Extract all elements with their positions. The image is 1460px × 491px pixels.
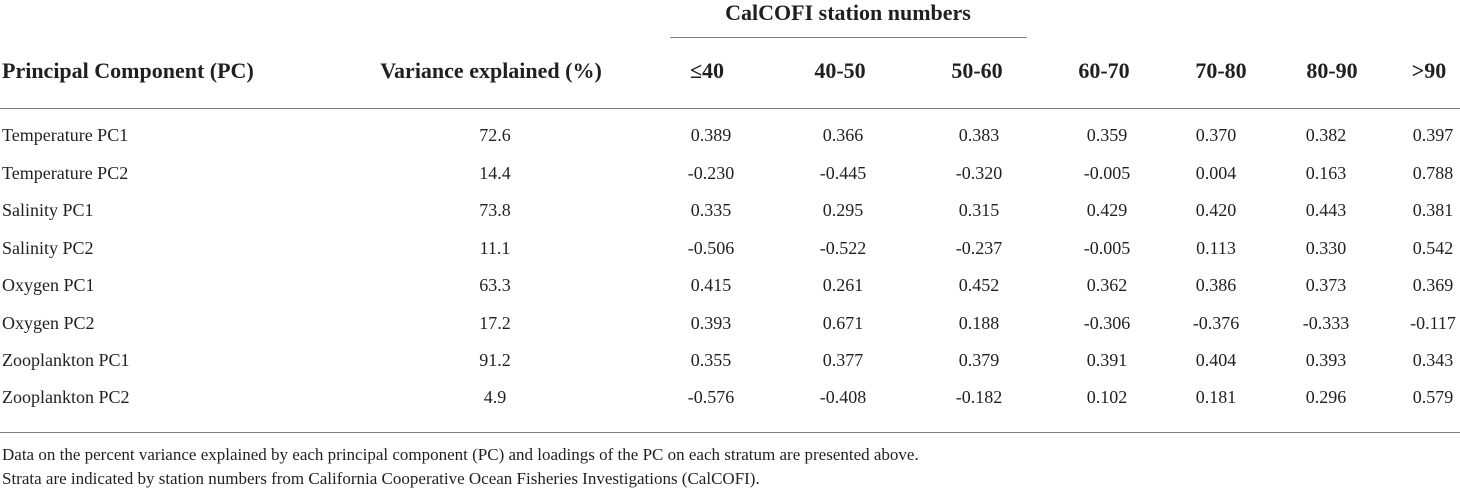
- cell-70-80: 0.004: [1195, 163, 1237, 183]
- cell-pc-name: Zooplankton PC1: [2, 350, 130, 370]
- cell-variance: 91.2: [479, 350, 511, 370]
- cell-60-70: -0.005: [1083, 163, 1131, 183]
- cell-40-50: 0.261: [822, 275, 864, 295]
- cell-50-60: 0.315: [958, 200, 1000, 220]
- footnote-2: Strata are indicated by station numbers …: [2, 469, 760, 488]
- cell-pc-name: Salinity PC1: [2, 200, 94, 220]
- cell-variance: 14.4: [479, 163, 511, 183]
- cell-gt90: 0.381: [1412, 200, 1454, 220]
- cell-le40: -0.576: [687, 387, 735, 407]
- cell-variance: 11.1: [479, 238, 511, 258]
- column-header-le40: ≤40: [689, 58, 725, 83]
- cell-variance: 4.9: [483, 387, 507, 407]
- cell-40-50: 0.671: [822, 313, 864, 333]
- cell-80-90: 0.330: [1305, 238, 1347, 258]
- cell-60-70: 0.102: [1086, 387, 1128, 407]
- cell-70-80: -0.376: [1192, 313, 1240, 333]
- cell-gt90: 0.579: [1412, 387, 1454, 407]
- cell-70-80: 0.420: [1195, 200, 1237, 220]
- cell-80-90: 0.373: [1305, 275, 1347, 295]
- cell-gt90: 0.788: [1412, 163, 1454, 183]
- cell-40-50: -0.408: [819, 387, 867, 407]
- cell-pc-name: Salinity PC2: [2, 238, 94, 258]
- cell-pc-name: Oxygen PC2: [2, 313, 95, 333]
- cell-40-50: -0.445: [819, 163, 867, 183]
- cell-variance: 63.3: [479, 275, 511, 295]
- column-header-gt90: >90: [1411, 58, 1447, 83]
- cell-70-80: 0.404: [1195, 350, 1237, 370]
- cell-50-60: -0.182: [955, 387, 1003, 407]
- cell-gt90: 0.542: [1412, 238, 1454, 258]
- group-header-rule: [670, 37, 1027, 38]
- cell-le40: 0.415: [690, 275, 732, 295]
- table-bottom-rule: [0, 432, 1460, 433]
- cell-80-90: 0.163: [1305, 163, 1347, 183]
- cell-80-90: 0.393: [1305, 350, 1347, 370]
- cell-le40: -0.506: [687, 238, 735, 258]
- cell-gt90: 0.343: [1412, 350, 1454, 370]
- cell-variance: 17.2: [479, 313, 511, 333]
- cell-gt90: -0.117: [1410, 313, 1456, 333]
- cell-pc-name: Zooplankton PC2: [2, 387, 130, 407]
- cell-50-60: 0.188: [958, 313, 1000, 333]
- group-header: CalCOFI station numbers: [725, 0, 971, 25]
- cell-80-90: 0.382: [1305, 125, 1347, 145]
- cell-pc-name: Temperature PC2: [2, 163, 129, 183]
- cell-variance: 72.6: [479, 125, 511, 145]
- cell-gt90: 0.369: [1412, 275, 1454, 295]
- column-header-50-60: 50-60: [951, 58, 1003, 83]
- cell-pc-name: Temperature PC1: [2, 125, 129, 145]
- cell-70-80: 0.370: [1195, 125, 1237, 145]
- cell-40-50: 0.366: [822, 125, 864, 145]
- column-header-80-90: 80-90: [1306, 58, 1358, 83]
- cell-50-60: 0.379: [958, 350, 1000, 370]
- cell-60-70: 0.429: [1086, 200, 1128, 220]
- cell-80-90: -0.333: [1302, 313, 1350, 333]
- cell-70-80: 0.181: [1195, 387, 1237, 407]
- cell-le40: 0.393: [690, 313, 732, 333]
- cell-40-50: 0.295: [822, 200, 864, 220]
- column-header-60-70: 60-70: [1078, 58, 1130, 83]
- cell-gt90: 0.397: [1412, 125, 1454, 145]
- cell-60-70: 0.391: [1086, 350, 1128, 370]
- cell-60-70: 0.362: [1086, 275, 1128, 295]
- cell-50-60: 0.452: [958, 275, 1000, 295]
- column-header-variance: Variance explained (%): [380, 58, 602, 83]
- column-header-70-80: 70-80: [1195, 58, 1247, 83]
- cell-80-90: 0.443: [1305, 200, 1347, 220]
- cell-le40: 0.335: [690, 200, 732, 220]
- cell-70-80: 0.386: [1195, 275, 1237, 295]
- column-header-pc-name: Principal Component (PC): [2, 58, 254, 83]
- cell-pc-name: Oxygen PC1: [2, 275, 95, 295]
- cell-50-60: 0.383: [958, 125, 1000, 145]
- cell-le40: 0.389: [690, 125, 732, 145]
- cell-50-60: -0.237: [955, 238, 1003, 258]
- footnote-1: Data on the percent variance explained b…: [2, 445, 919, 464]
- cell-60-70: -0.306: [1083, 313, 1131, 333]
- cell-le40: -0.230: [687, 163, 735, 183]
- cell-le40: 0.355: [690, 350, 732, 370]
- cell-50-60: -0.320: [955, 163, 1003, 183]
- cell-80-90: 0.296: [1305, 387, 1347, 407]
- column-header-40-50: 40-50: [814, 58, 866, 83]
- cell-40-50: -0.522: [819, 238, 867, 258]
- header-rule: [0, 108, 1460, 109]
- cell-70-80: 0.113: [1196, 238, 1236, 258]
- cell-variance: 73.8: [479, 200, 511, 220]
- cell-60-70: 0.359: [1086, 125, 1128, 145]
- cell-40-50: 0.377: [822, 350, 864, 370]
- cell-60-70: -0.005: [1083, 238, 1131, 258]
